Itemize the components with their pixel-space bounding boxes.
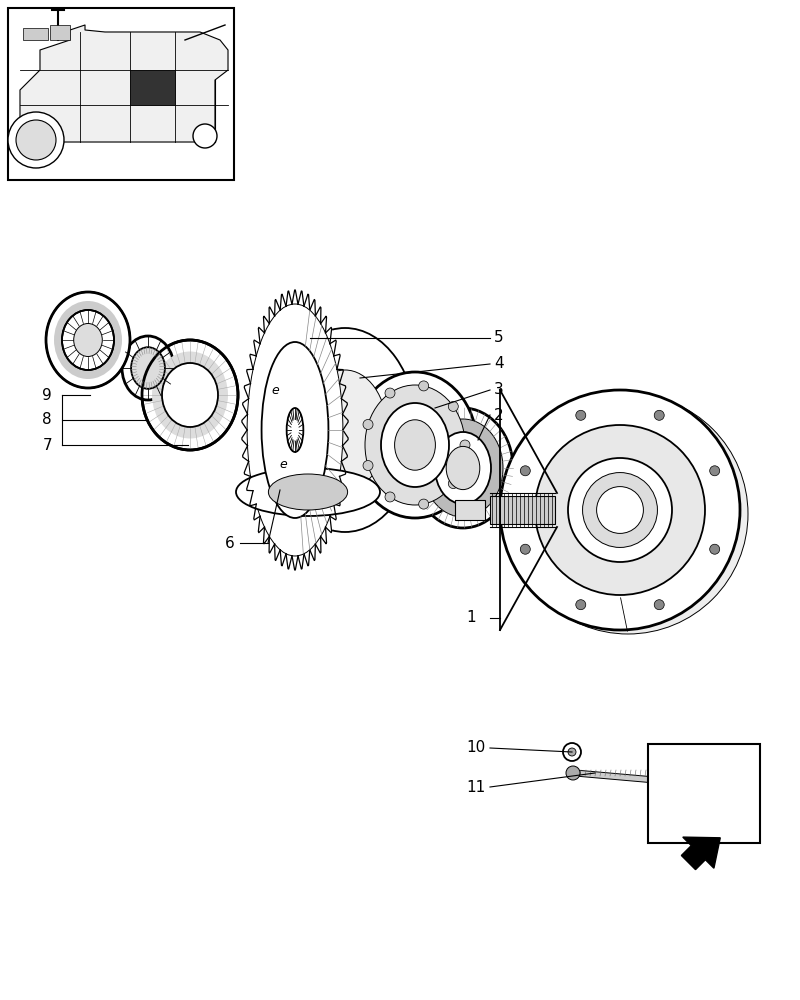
Circle shape bbox=[568, 748, 576, 756]
Polygon shape bbox=[20, 25, 228, 142]
Ellipse shape bbox=[500, 390, 740, 630]
Ellipse shape bbox=[423, 419, 503, 517]
Ellipse shape bbox=[162, 363, 218, 427]
Bar bbox=[8, 8, 234, 180]
Text: 7: 7 bbox=[42, 438, 52, 452]
Circle shape bbox=[460, 440, 470, 450]
Ellipse shape bbox=[122, 336, 174, 400]
Bar bbox=[455, 500, 485, 520]
Ellipse shape bbox=[435, 432, 491, 504]
Text: e: e bbox=[271, 383, 279, 396]
Circle shape bbox=[193, 124, 217, 148]
Text: 11: 11 bbox=[466, 780, 486, 794]
Circle shape bbox=[385, 492, 395, 502]
Circle shape bbox=[16, 120, 56, 160]
Ellipse shape bbox=[597, 487, 643, 533]
Ellipse shape bbox=[242, 290, 348, 570]
Ellipse shape bbox=[353, 372, 477, 518]
Ellipse shape bbox=[365, 385, 465, 505]
Ellipse shape bbox=[286, 408, 303, 452]
Text: 9: 9 bbox=[42, 387, 52, 402]
Ellipse shape bbox=[74, 324, 102, 357]
Ellipse shape bbox=[268, 474, 348, 510]
Circle shape bbox=[710, 544, 720, 554]
Text: 1: 1 bbox=[466, 610, 476, 626]
Ellipse shape bbox=[142, 340, 238, 450]
Bar bbox=[130, 70, 175, 105]
Bar bbox=[575, 770, 660, 783]
Bar bbox=[650, 768, 662, 778]
Ellipse shape bbox=[568, 458, 672, 562]
Circle shape bbox=[566, 766, 580, 780]
Circle shape bbox=[385, 388, 395, 398]
Ellipse shape bbox=[247, 304, 343, 556]
Bar bbox=[23, 28, 48, 40]
Ellipse shape bbox=[535, 425, 705, 595]
Text: 8: 8 bbox=[42, 412, 52, 428]
Circle shape bbox=[520, 544, 530, 554]
Circle shape bbox=[418, 499, 429, 509]
Circle shape bbox=[448, 401, 458, 411]
Ellipse shape bbox=[446, 446, 480, 490]
Ellipse shape bbox=[582, 473, 658, 547]
Text: 6: 6 bbox=[226, 536, 235, 550]
Text: 10: 10 bbox=[466, 740, 486, 756]
Ellipse shape bbox=[62, 310, 114, 370]
Circle shape bbox=[576, 600, 586, 610]
Circle shape bbox=[418, 381, 429, 391]
Ellipse shape bbox=[413, 408, 513, 528]
Bar bbox=[490, 496, 555, 524]
Circle shape bbox=[448, 479, 458, 489]
Ellipse shape bbox=[381, 403, 449, 487]
Polygon shape bbox=[682, 837, 720, 870]
Text: 5: 5 bbox=[494, 330, 504, 346]
Text: 4: 4 bbox=[494, 357, 504, 371]
Circle shape bbox=[654, 600, 664, 610]
Ellipse shape bbox=[152, 352, 228, 438]
Ellipse shape bbox=[508, 394, 748, 634]
Ellipse shape bbox=[236, 468, 380, 516]
Circle shape bbox=[576, 410, 586, 420]
Ellipse shape bbox=[394, 420, 435, 470]
Ellipse shape bbox=[262, 342, 329, 518]
Ellipse shape bbox=[273, 328, 417, 532]
Circle shape bbox=[363, 461, 373, 471]
Text: e: e bbox=[279, 458, 287, 472]
Circle shape bbox=[8, 112, 64, 168]
Circle shape bbox=[710, 466, 720, 476]
Text: 2: 2 bbox=[494, 408, 504, 422]
Circle shape bbox=[363, 419, 373, 429]
Circle shape bbox=[563, 743, 581, 761]
Ellipse shape bbox=[54, 301, 122, 379]
Ellipse shape bbox=[303, 370, 387, 490]
Ellipse shape bbox=[131, 347, 165, 389]
Circle shape bbox=[520, 466, 530, 476]
Circle shape bbox=[654, 410, 664, 420]
Ellipse shape bbox=[46, 292, 130, 388]
Text: 3: 3 bbox=[494, 382, 504, 397]
Bar bbox=[648, 744, 760, 843]
Bar bbox=[50, 25, 70, 40]
